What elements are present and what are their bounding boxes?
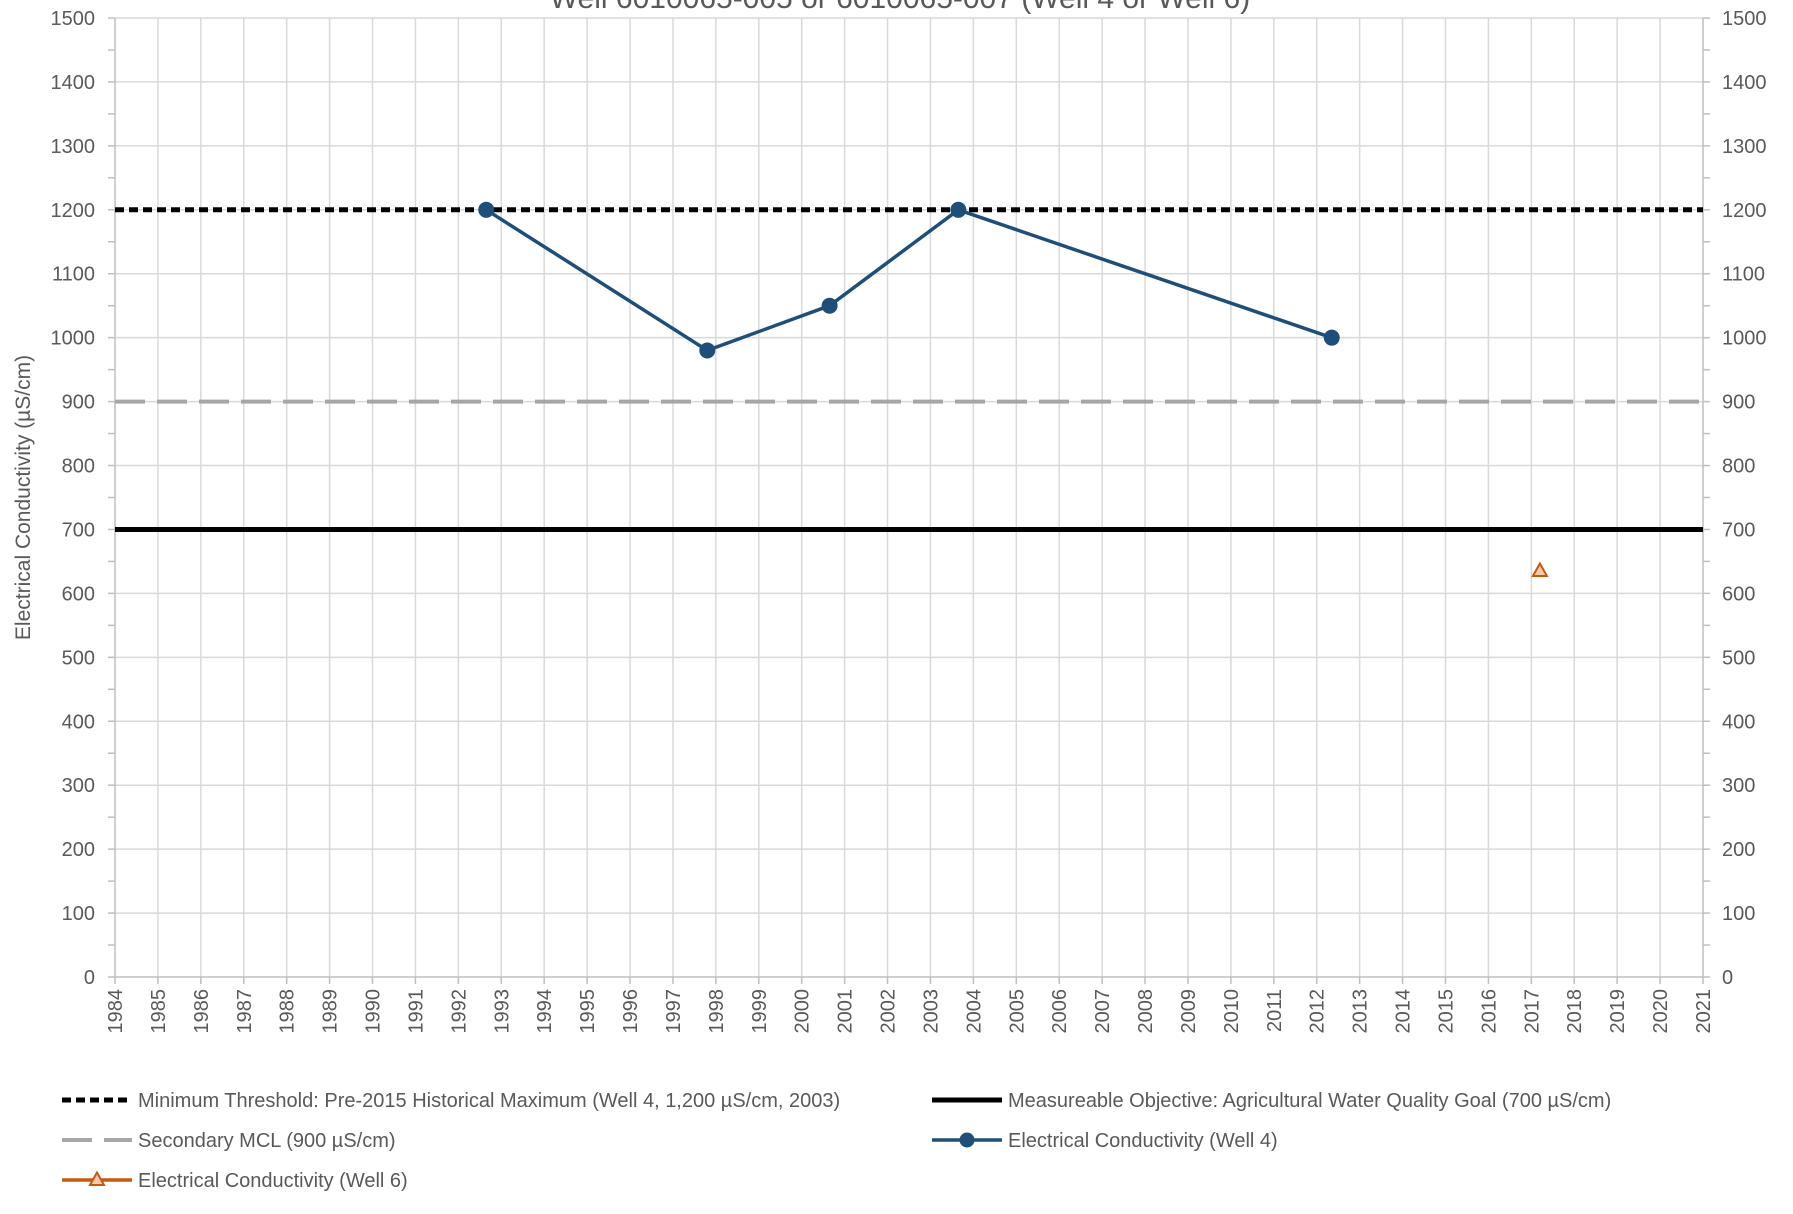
chart-title: Well 6010065-005 or 6010065-007 (Well 4 … (550, 0, 1250, 15)
well6-point (1531, 561, 1549, 578)
y-tick-label-left: 1200 (51, 200, 96, 222)
x-tick-label: 1986 (191, 989, 213, 1034)
x-tick-label: 2013 (1350, 989, 1372, 1034)
legend-label: Secondary MCL (900 µS/cm) (138, 1130, 396, 1152)
legend-item-4: Electrical Conductivity (Well 6) (62, 1170, 408, 1192)
y-tick-label-left: 1000 (51, 328, 96, 350)
y-tick-label-left: 1400 (51, 72, 96, 94)
x-tick-label: 2017 (1521, 989, 1543, 1034)
x-tick-label: 1994 (534, 989, 556, 1034)
legend-marker (88, 1170, 106, 1186)
y-tick-label-left: 200 (62, 839, 95, 861)
well4-point (699, 342, 716, 359)
legend-label: Minimum Threshold: Pre-2015 Historical M… (138, 1090, 840, 1112)
y-tick-label-left: 500 (62, 647, 95, 669)
well4-point (1323, 329, 1340, 346)
y-tick-label-right: 800 (1722, 456, 1755, 478)
x-tick-label: 2004 (963, 989, 985, 1034)
y-tick-label-right: 900 (1722, 392, 1755, 414)
y-tick-label-right: 1400 (1722, 72, 1767, 94)
y-tick-label-right: 1200 (1722, 200, 1767, 222)
y-tick-label-right: 700 (1722, 519, 1755, 541)
y-tick-label-left: 1300 (51, 136, 96, 158)
axes: 1984 1985 1986 1987 1988 1989 1990 1991 1992 1993… (51, 8, 1767, 1034)
y-axis-title: Electrical Conductivity (µS/cm) (12, 355, 35, 640)
y-tick-label-left: 100 (62, 903, 95, 925)
x-tick-label: 1991 (405, 989, 427, 1034)
x-tick-label: 1993 (491, 989, 513, 1034)
x-tick-label: 2014 (1393, 989, 1415, 1034)
y-tick-label-right: 500 (1722, 647, 1755, 669)
legend-item-2: Secondary MCL (900 µS/cm) (62, 1130, 396, 1152)
y-tick-label-right: 600 (1722, 583, 1755, 605)
y-tick-label-right: 1000 (1722, 328, 1767, 350)
x-tick-label: 2010 (1221, 989, 1243, 1034)
x-tick-label: 1997 (663, 989, 685, 1034)
well4-point (821, 297, 838, 314)
well4-point (950, 201, 967, 218)
x-tick-label: 2015 (1435, 989, 1457, 1034)
x-tick-label: 2021 (1693, 989, 1715, 1034)
legend-item-1: Measureable Objective: Agricultural Wate… (932, 1090, 1611, 1112)
legend-label: Measureable Objective: Agricultural Wate… (1008, 1090, 1611, 1112)
grid-lines (115, 17, 1703, 977)
y-tick-label-right: 1500 (1722, 8, 1767, 30)
x-tick-label: 2018 (1564, 989, 1586, 1034)
x-tick-label: 2008 (1135, 989, 1157, 1034)
y-tick-label-left: 0 (84, 967, 95, 989)
x-tick-label: 1992 (448, 989, 470, 1034)
x-tick-label: 2000 (792, 989, 814, 1034)
y-tick-label-left: 300 (62, 775, 95, 797)
legend: Minimum Threshold: Pre-2015 Historical M… (62, 1090, 1611, 1192)
y-tick-label-left: 1100 (52, 264, 95, 286)
x-tick-label: 1999 (749, 989, 771, 1034)
x-tick-label: 2012 (1307, 989, 1329, 1034)
y-tick-label-right: 200 (1722, 839, 1755, 861)
x-tick-label: 2009 (1178, 989, 1200, 1034)
plot-series (115, 201, 1703, 578)
y-tick-label-left: 700 (62, 519, 95, 541)
y-tick-label-left: 600 (62, 583, 95, 605)
x-tick-label: 1996 (620, 989, 642, 1034)
x-tick-label: 1988 (277, 989, 299, 1034)
x-tick-label: 2011 (1264, 989, 1286, 1032)
legend-item-0: Minimum Threshold: Pre-2015 Historical M… (62, 1090, 840, 1112)
y-tick-label-right: 1300 (1722, 136, 1767, 158)
x-tick-label: 2019 (1607, 989, 1629, 1034)
x-tick-label: 1984 (105, 989, 127, 1034)
y-tick-label-right: 100 (1722, 903, 1755, 925)
x-tick-label: 2007 (1092, 989, 1114, 1034)
y-tick-label-right: 1100 (1722, 264, 1765, 286)
x-tick-label: 2003 (920, 989, 942, 1034)
y-tick-label-right: 400 (1722, 711, 1755, 733)
x-tick-label: 1989 (320, 989, 342, 1034)
y-tick-label-left: 800 (62, 456, 95, 478)
x-tick-label: 2001 (835, 989, 857, 1034)
x-tick-label: 2016 (1478, 989, 1500, 1034)
well4-line (485, 207, 1333, 353)
x-tick-label: 2002 (878, 989, 900, 1034)
x-tick-label: 1995 (577, 989, 599, 1034)
x-tick-label: 2020 (1650, 989, 1672, 1034)
x-tick-label: 1998 (706, 989, 728, 1034)
x-tick-label: 1987 (234, 989, 256, 1034)
y-tick-label-right: 300 (1722, 775, 1755, 797)
legend-label: Electrical Conductivity (Well 6) (138, 1170, 408, 1192)
legend-item-3: Electrical Conductivity (Well 4) (932, 1130, 1278, 1152)
x-tick-label: 2005 (1006, 989, 1028, 1034)
well4-point (478, 201, 495, 218)
legend-marker (959, 1132, 975, 1148)
y-tick-label-left: 1500 (51, 8, 96, 30)
y-tick-label-left: 900 (62, 392, 95, 414)
legend-label: Electrical Conductivity (Well 4) (1008, 1130, 1278, 1152)
x-tick-label: 1990 (363, 989, 385, 1034)
y-tick-label-left: 400 (62, 711, 95, 733)
x-tick-label: 1985 (148, 989, 170, 1034)
y-tick-label-right: 0 (1722, 967, 1733, 989)
x-tick-label: 2006 (1049, 989, 1071, 1034)
